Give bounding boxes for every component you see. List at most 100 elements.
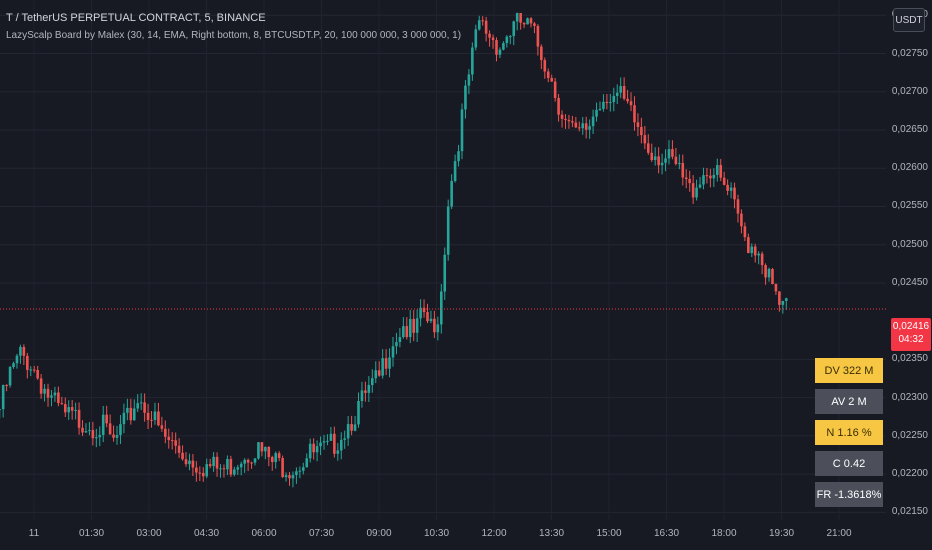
candle-body [640, 126, 643, 136]
candle-body [157, 411, 160, 426]
time-tick-label: 21:00 [826, 528, 852, 539]
price-tick-label: 0,02700 [891, 85, 928, 97]
price-tick-label: 0,02250 [891, 429, 928, 441]
candle-body [577, 127, 581, 129]
candle-body [540, 46, 543, 61]
candle-body [771, 268, 774, 285]
candle-body [412, 318, 415, 333]
candle-body [32, 369, 36, 371]
candle-body [284, 475, 288, 478]
candle-body [167, 436, 171, 441]
time-tick-label: 11 [28, 528, 40, 539]
price-axis[interactable]: 0,028000,027500,027000,026500,026000,025… [886, 0, 932, 550]
candle-body [778, 291, 781, 305]
candle-body [305, 458, 309, 468]
candle-body [760, 253, 764, 266]
candle-body [108, 423, 112, 435]
candle-body [477, 20, 481, 30]
candle-body [736, 199, 740, 214]
time-tick-label: 18:00 [711, 528, 737, 539]
candle-body [295, 471, 298, 476]
candle-body [629, 101, 633, 106]
candle-body [488, 33, 491, 38]
candle-body [184, 459, 188, 465]
candle-body [188, 460, 191, 465]
candle-body [574, 122, 578, 128]
candle-body [722, 177, 726, 185]
candle-body [205, 464, 209, 477]
candle-body [457, 151, 460, 162]
candle-body [502, 43, 505, 50]
candle-body [60, 403, 64, 405]
candle-body [353, 424, 357, 431]
candle-body [350, 424, 353, 431]
candle-body [436, 324, 440, 333]
candle-body [36, 369, 39, 379]
candle-body [571, 121, 574, 123]
candle-body [308, 443, 312, 459]
candle-body [177, 445, 181, 453]
candle-body [657, 156, 660, 166]
candle-body [215, 456, 219, 469]
candle-body [381, 358, 384, 376]
candle-body [174, 440, 177, 446]
currency-button[interactable]: USDT [893, 8, 925, 32]
current-price-value: 0,02416 [892, 321, 930, 332]
candle-body [291, 475, 295, 479]
candle-body [367, 384, 371, 393]
candle-body [212, 456, 215, 467]
candle-body [519, 13, 522, 23]
board-fr-cell: FR -1.3618% [815, 482, 883, 507]
time-tick-label: 01:30 [78, 528, 105, 539]
candle-body [450, 180, 453, 207]
candle-body [136, 403, 140, 409]
candle-countdown: 04:32 [898, 334, 924, 345]
candle-body [53, 392, 57, 396]
time-tick-label: 13:30 [538, 528, 565, 539]
candle-body [729, 187, 733, 191]
candle-body [46, 388, 50, 398]
candle-body [267, 446, 271, 458]
candle-body [681, 163, 685, 178]
candle-body [664, 158, 667, 163]
candle-body [119, 424, 122, 436]
candle-body [536, 25, 540, 47]
candle-body [402, 326, 405, 338]
candle-body [326, 440, 329, 442]
candle-body [315, 446, 319, 453]
candle-body [339, 439, 343, 451]
time-tick-label: 09:00 [366, 528, 392, 539]
candle-body [50, 395, 53, 398]
candle-body [553, 81, 557, 98]
indicator-legend[interactable]: LazyScalp Board by Malex (30, 14, EMA, R… [6, 30, 462, 41]
time-tick-label: 04:30 [193, 528, 220, 539]
candle-body [691, 183, 695, 198]
candle-body [453, 161, 457, 181]
candle-body [15, 355, 19, 364]
candle-body [533, 23, 536, 26]
candle-body [415, 318, 419, 333]
candle-body [584, 123, 588, 130]
price-tick-label: 0,02550 [891, 200, 928, 212]
candle-body [257, 442, 260, 459]
candle-body [733, 187, 736, 200]
candle-body [650, 152, 654, 161]
price-tick-label: 0,02500 [891, 238, 928, 250]
candle-body [764, 265, 767, 278]
candle-body [512, 21, 516, 37]
candlestick-chart[interactable] [0, 0, 886, 520]
candle-body [112, 434, 115, 438]
candle-body [236, 467, 240, 470]
candle-body [198, 472, 202, 474]
candles [0, 12, 788, 488]
candle-body [750, 246, 754, 254]
candle-body [698, 184, 702, 188]
candle-body [143, 402, 146, 413]
candle-body [702, 175, 705, 185]
candle-body [591, 116, 595, 127]
candle-body [346, 424, 350, 439]
candle-body [319, 442, 322, 447]
candle-body [81, 427, 84, 433]
candle-body [626, 98, 629, 102]
candle-body [726, 184, 729, 191]
